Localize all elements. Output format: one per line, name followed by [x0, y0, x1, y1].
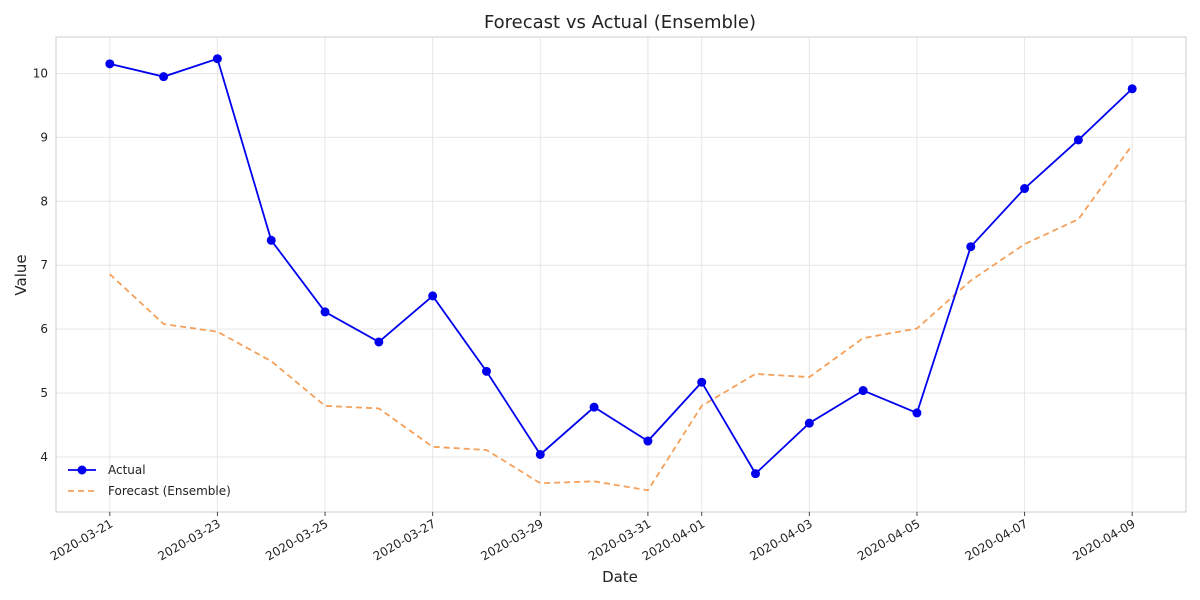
y-tick-label: 9 [40, 130, 48, 144]
y-tick-label: 4 [40, 450, 48, 464]
x-tick-label: 2020-03-25 [263, 516, 330, 563]
actual-point [266, 235, 276, 245]
x-axis-label: Date [602, 568, 638, 586]
actual-point [159, 72, 169, 82]
x-tick-label: 2020-04-03 [747, 516, 814, 563]
y-tick-label: 10 [33, 66, 48, 80]
actual-point [858, 386, 868, 396]
y-tick-label: 8 [40, 194, 48, 208]
actual-point [320, 307, 330, 317]
legend-marker-actual [77, 465, 87, 475]
actual-point [1127, 84, 1137, 94]
y-tick-label: 7 [40, 258, 48, 272]
legend: Actual Forecast (Ensemble) [68, 463, 231, 498]
actual-point [481, 366, 491, 376]
series-line-forecast [109, 144, 1133, 492]
x-tick-label: 2020-03-23 [156, 516, 223, 563]
y-tick-label: 6 [40, 322, 48, 336]
plot-frame [55, 36, 1187, 513]
series-layer [105, 54, 1137, 492]
actual-point [804, 418, 814, 428]
x-tick-label: 2020-03-27 [371, 516, 438, 563]
actual-point [751, 469, 761, 479]
series-line-actual [109, 57, 1133, 476]
y-tick-label: 5 [40, 386, 48, 400]
actual-point [374, 337, 384, 347]
legend-label-forecast: Forecast (Ensemble) [108, 484, 231, 498]
actual-point [643, 436, 653, 446]
legend-label-actual: Actual [108, 463, 146, 477]
x-tick-label: 2020-04-05 [855, 516, 922, 563]
actual-point [428, 291, 438, 301]
x-axis-ticks: 2020-03-21 2020-03-23 2020-03-25 2020-03-27… [48, 512, 1138, 563]
actual-point [912, 408, 922, 418]
actual-point [1073, 135, 1083, 145]
actual-point [1020, 184, 1030, 194]
actual-point [697, 377, 707, 387]
x-tick-label: 2020-04-07 [963, 516, 1030, 563]
actual-point [105, 59, 115, 69]
grid [56, 37, 1186, 512]
chart-title: Forecast vs Actual (Ensemble) [484, 12, 756, 33]
actual-point [212, 54, 222, 64]
x-tick-label: 2020-03-29 [478, 516, 545, 563]
actual-point [535, 449, 545, 459]
x-tick-label: 2020-03-21 [48, 516, 115, 563]
actual-point [966, 242, 976, 252]
y-axis-ticks: 4 5 6 7 8 9 10 [33, 66, 48, 464]
y-axis-label: Value [12, 254, 30, 295]
x-tick-label: 2020-04-09 [1070, 516, 1137, 563]
actual-point [589, 402, 599, 412]
